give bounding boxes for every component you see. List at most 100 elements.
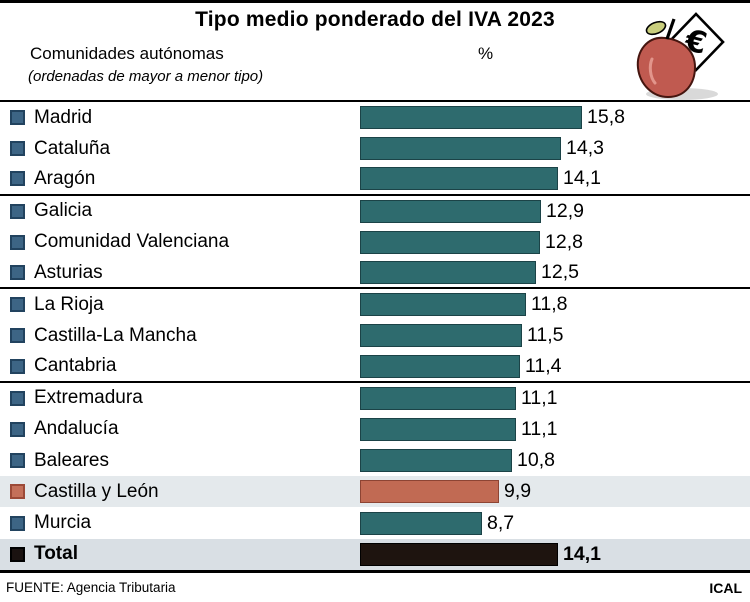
row-bullet-icon: [10, 141, 25, 157]
bar: [360, 511, 482, 535]
row-label: Baleares: [34, 449, 109, 471]
bar-value: 14,3: [566, 137, 604, 160]
bar-container: 12,9: [360, 196, 584, 227]
row-bullet-icon: [10, 515, 25, 531]
bar-container: 11,1: [360, 414, 558, 445]
bar: [360, 324, 522, 348]
chart-row: Extremadura 11,1: [0, 383, 750, 414]
row-label: La Rioja: [34, 293, 104, 315]
bar-container: 11,8: [360, 289, 568, 320]
bar: [360, 293, 526, 317]
row-bullet-icon: [10, 546, 25, 562]
row-label: Comunidad Valenciana: [34, 231, 230, 253]
row-bullet-icon: [10, 484, 25, 500]
row-bullet-icon: [10, 453, 25, 469]
bar: [360, 542, 558, 566]
chart-row: Cantabria 11,4: [0, 352, 750, 383]
row-label: Asturias: [34, 261, 103, 283]
bar: [360, 199, 541, 223]
chart-header: Comunidades autónomas (ordenadas de mayo…: [0, 32, 750, 100]
chart-row: Cataluña 14,3: [0, 133, 750, 164]
bar: [360, 449, 512, 473]
chart-row: Castilla y León 9,9: [0, 476, 750, 508]
row-label: Total: [34, 543, 78, 565]
footer: FUENTE: Agencia Tributaria ICAL: [0, 573, 750, 596]
row-bullet-icon: [10, 297, 25, 313]
bar-chart: Madrid 15,8 Cataluña 14,3 Aragón 14,1 Galicia 1…: [0, 102, 750, 570]
bar-container: 10,8: [360, 445, 555, 476]
bar: [360, 417, 516, 441]
bar-value: 11,4: [525, 354, 562, 377]
bar-value: 8,7: [487, 511, 515, 534]
page-title: Tipo medio ponderado del IVA 2023: [195, 8, 555, 31]
bar-value: 11,5: [527, 324, 564, 347]
chart-row: Comunidad Valenciana 12,8: [0, 227, 750, 258]
row-bullet-icon: [10, 171, 25, 187]
row-label: Murcia: [34, 512, 92, 534]
bar: [360, 230, 540, 254]
bar-value: 9,9: [504, 480, 532, 503]
bar-value: 12,5: [541, 261, 579, 284]
chart-row: Murcia 8,7: [0, 507, 750, 538]
bar-value: 12,8: [545, 230, 583, 253]
chart-row: Madrid 15,8: [0, 102, 750, 133]
bar: [360, 480, 499, 504]
bar: [360, 261, 536, 285]
bar-container: 12,8: [360, 227, 583, 258]
bar: [360, 137, 561, 161]
chart-row: Andalucía 11,1: [0, 414, 750, 445]
row-label: Cantabria: [34, 355, 117, 377]
bar-value: 14,1: [563, 167, 601, 190]
footer-divider: [0, 569, 750, 573]
row-bullet-icon: [10, 328, 25, 344]
apple-euro-icon: €: [636, 12, 725, 100]
bar-value: 15,8: [587, 106, 625, 129]
bar-container: 14,1: [360, 539, 601, 570]
column-header-regions: Comunidades autónomas: [30, 44, 224, 63]
bar-value: 11,8: [531, 293, 568, 316]
bar-value: 12,9: [546, 199, 584, 222]
bar-value: 10,8: [517, 449, 555, 472]
bar-container: 14,3: [360, 133, 604, 164]
chart-row: La Rioja 11,8: [0, 289, 750, 320]
bar-container: 12,5: [360, 258, 579, 287]
bar: [360, 167, 558, 191]
bar-value: 11,1: [521, 417, 558, 440]
bar: [360, 386, 516, 410]
bar: [360, 354, 520, 378]
row-label: Extremadura: [34, 387, 143, 409]
row-bullet-icon: [10, 203, 25, 219]
row-bullet-icon: [10, 390, 25, 406]
row-label: Aragón: [34, 167, 96, 189]
chart-row: Galicia 12,9: [0, 196, 750, 227]
header-divider: [0, 100, 750, 102]
bar-container: 8,7: [360, 507, 514, 538]
credit-label: ICAL: [709, 579, 742, 596]
bar-container: 11,4: [360, 352, 562, 381]
row-label: Galicia: [34, 200, 93, 222]
bar-value: 11,1: [521, 386, 558, 409]
row-label: Cataluña: [34, 137, 111, 159]
chart-row: Asturias 12,5: [0, 258, 750, 290]
bar-container: 15,8: [360, 102, 625, 133]
source-label: FUENTE: Agencia Tributaria: [6, 579, 176, 595]
row-label: Castilla-La Mancha: [34, 324, 197, 346]
bar-container: 11,1: [360, 383, 558, 414]
column-header-note: (ordenadas de mayor a menor tipo): [28, 68, 264, 85]
chart-row: Aragón 14,1: [0, 164, 750, 196]
row-label: Andalucía: [34, 418, 119, 440]
row-bullet-icon: [10, 234, 25, 250]
row-bullet-icon: [10, 358, 25, 374]
bar-container: 14,1: [360, 164, 601, 193]
bar: [360, 106, 582, 130]
chart-row: Total 14,1: [0, 538, 750, 570]
chart-row: Castilla-La Mancha 11,5: [0, 320, 750, 351]
column-header-percent: %: [478, 44, 494, 63]
bar-value: 14,1: [563, 542, 601, 565]
chart-row: Baleares 10,8: [0, 445, 750, 476]
bar-container: 11,5: [360, 320, 564, 351]
row-label: Castilla y León: [34, 480, 159, 502]
row-label: Madrid: [34, 106, 93, 128]
row-bullet-icon: [10, 110, 25, 126]
